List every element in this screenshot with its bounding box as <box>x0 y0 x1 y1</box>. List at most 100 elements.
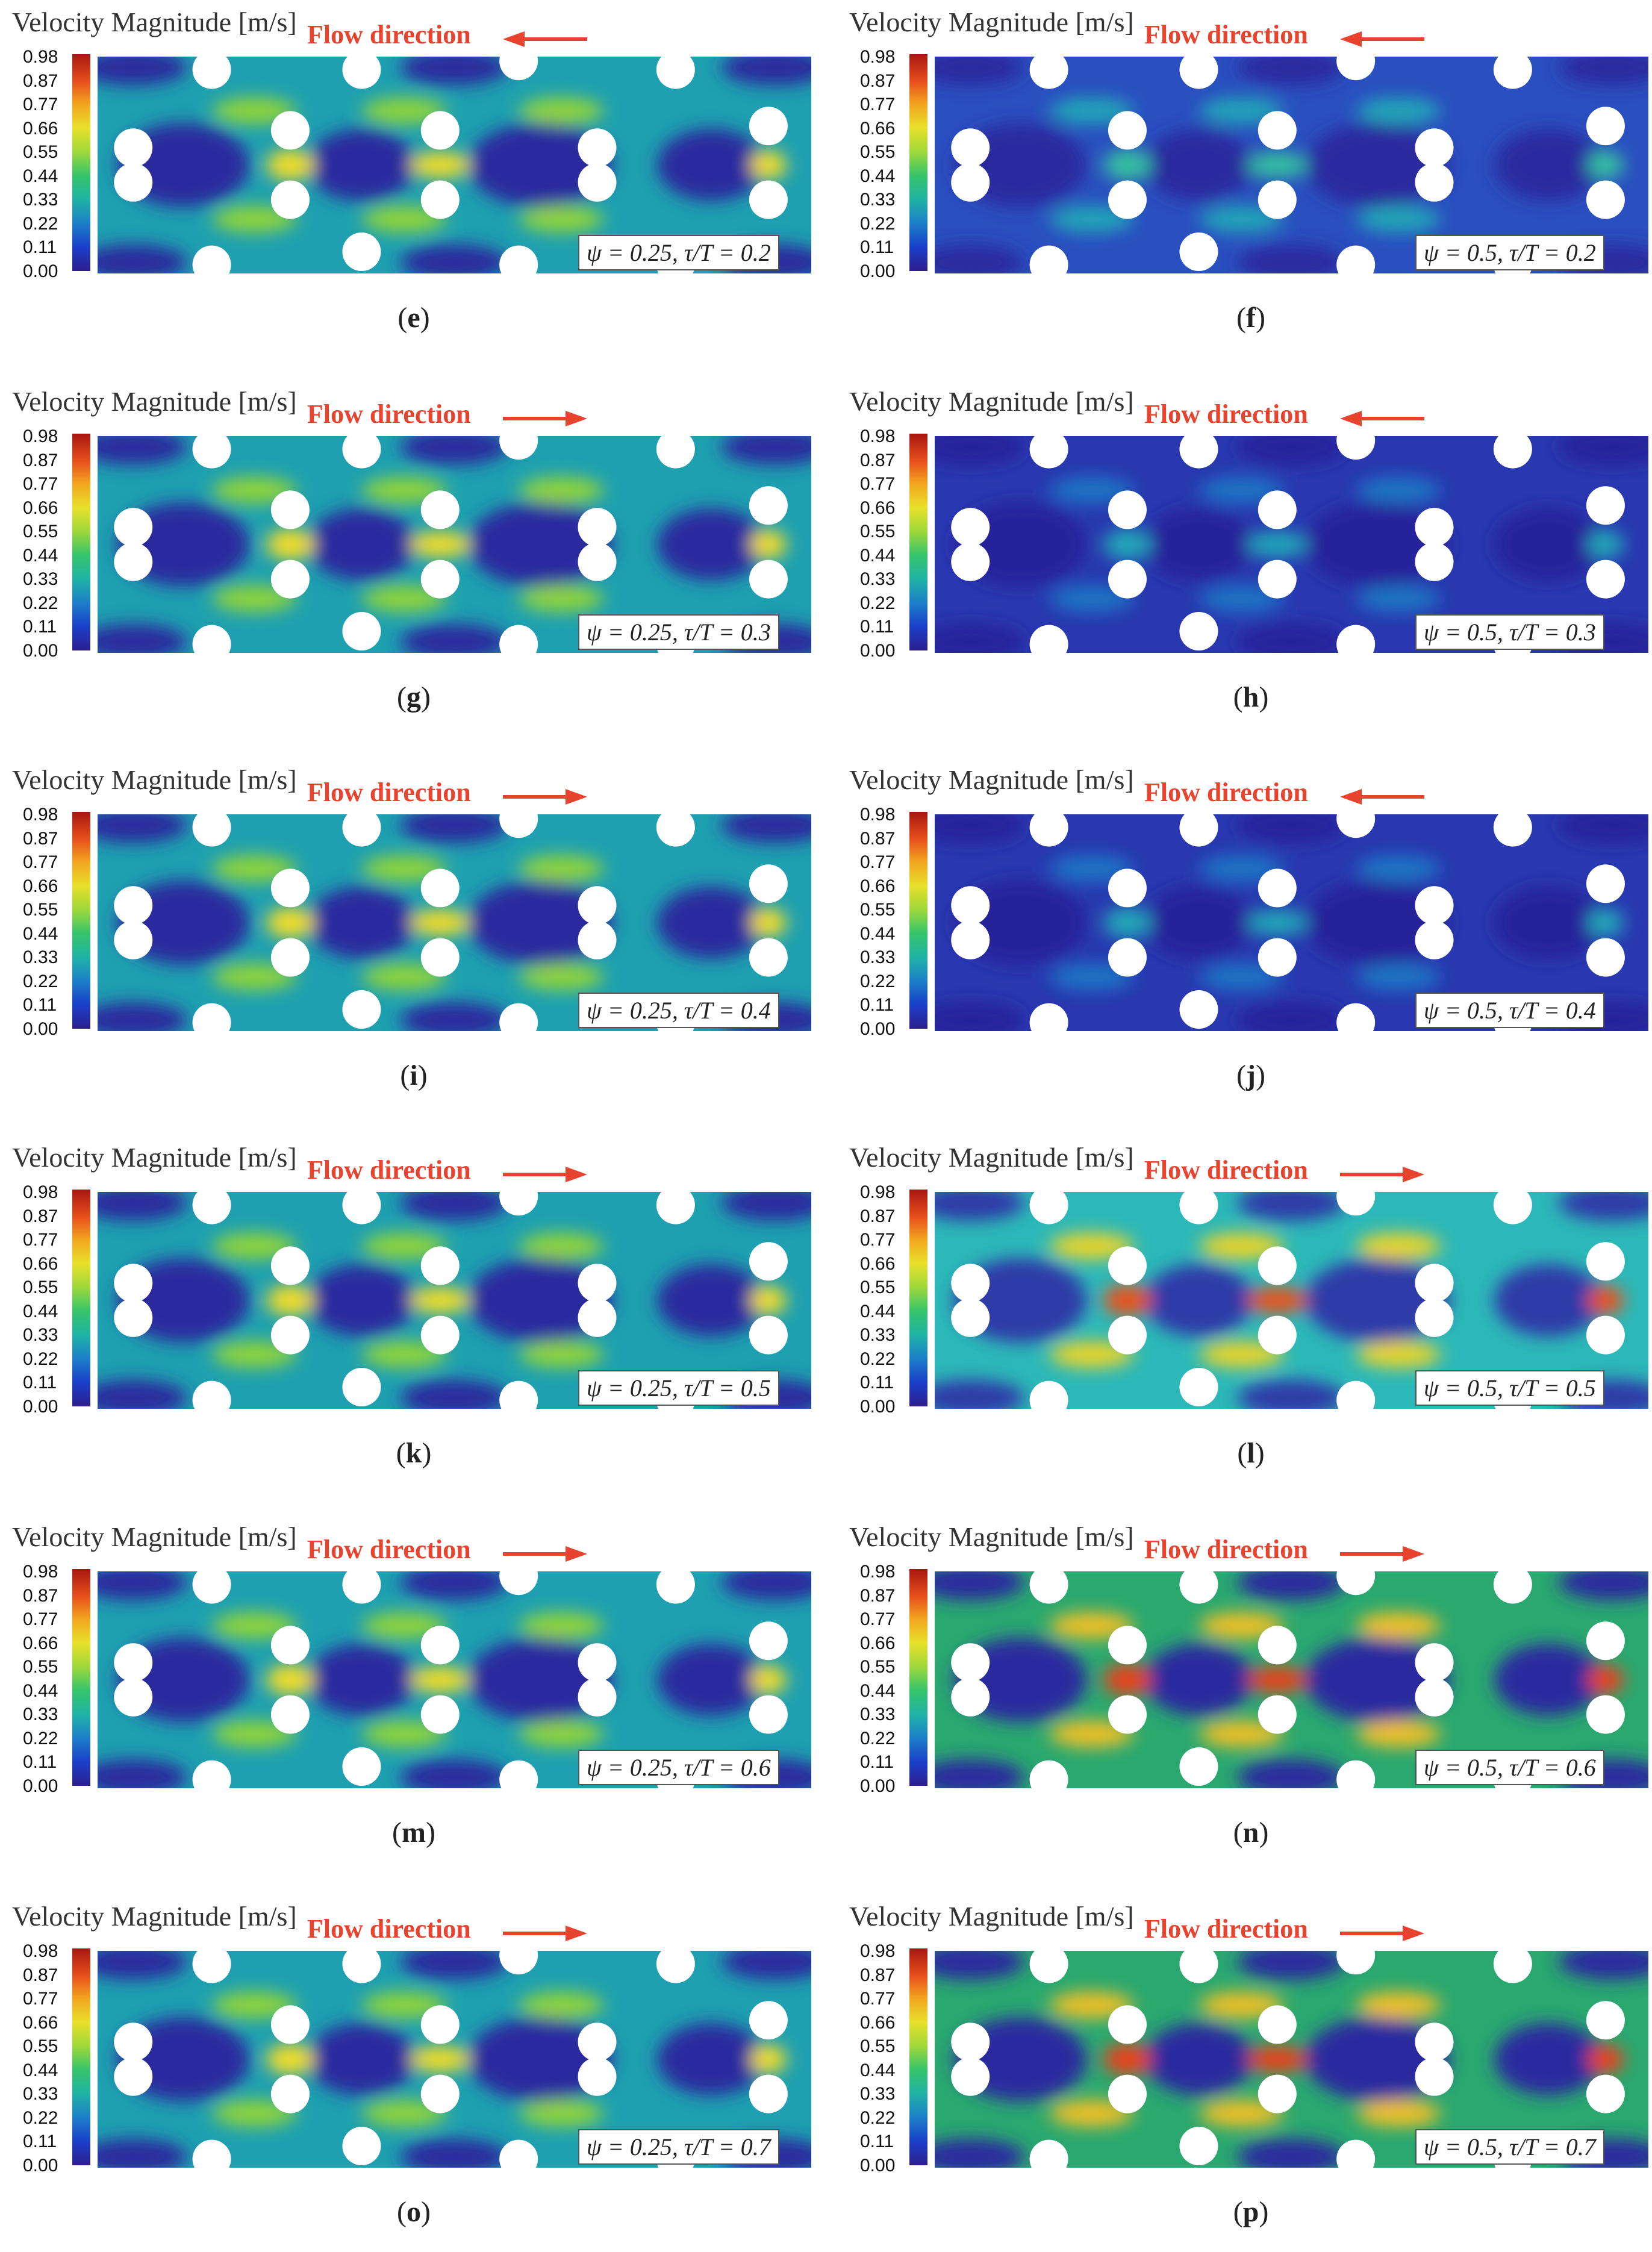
cylinder-obstacle <box>1179 612 1218 650</box>
cylinder-obstacle <box>114 1298 153 1337</box>
cylinder-obstacle <box>499 625 538 653</box>
cylinder-obstacle <box>1586 2001 1625 2040</box>
cylinder-obstacle <box>270 180 310 219</box>
colorbar-tick-label: 0.87 <box>23 1585 58 1606</box>
cylinder-obstacle <box>342 232 381 271</box>
panel-caption: (l) <box>1237 1437 1265 1469</box>
colorbar-tick-label: 0.44 <box>860 166 896 186</box>
colorbar-tick-label: 0.11 <box>23 237 57 257</box>
colorbar-tick-label: 0.87 <box>860 450 896 470</box>
flow-direction-label: Flow direction <box>1144 778 1308 807</box>
panel-caption: (n) <box>1233 1817 1269 1848</box>
cylinder-obstacle <box>1336 1951 1376 1975</box>
cylinder-obstacle <box>1258 1246 1297 1285</box>
colorbar-tick-label: 0.22 <box>23 213 58 234</box>
colorbar-tick-label: 0.55 <box>860 1277 896 1297</box>
colorbar-tick-label: 0.55 <box>23 142 58 162</box>
parameter-label: ψ = 0.25, τ/T = 0.3 <box>578 614 779 650</box>
parameter-label: ψ = 0.5, τ/T = 0.7 <box>1415 2129 1604 2165</box>
cylinder-obstacle <box>749 1695 788 1734</box>
cylinder-obstacle <box>951 508 990 547</box>
colorbar-tick-label: 0.33 <box>23 1325 58 1345</box>
cylinder-obstacle <box>1179 1747 1218 1786</box>
colorbar <box>909 434 927 650</box>
cylinder-obstacle <box>1258 111 1297 150</box>
parameter-label: ψ = 0.5, τ/T = 0.2 <box>1415 235 1604 270</box>
cylinder-obstacle <box>1493 436 1532 469</box>
cylinder-obstacle <box>1179 1571 1218 1604</box>
colorbar-tick-label: 0.55 <box>23 522 58 541</box>
cylinder-obstacle <box>420 180 460 219</box>
cylinder-obstacle <box>1336 1192 1376 1216</box>
arrow-right-icon <box>1340 1167 1424 1182</box>
cylinder-obstacle <box>656 1571 695 1604</box>
cylinder-obstacle <box>749 1621 788 1661</box>
cylinder-obstacle <box>420 1246 460 1285</box>
colorbar-tick-label: 0.87 <box>860 1965 896 1985</box>
cylinder-obstacle <box>1179 1192 1218 1224</box>
flow-direction-label: Flow direction <box>1144 1535 1308 1564</box>
colorbar-tick-label: 0.11 <box>860 1752 894 1772</box>
cylinder-obstacle <box>1336 625 1376 653</box>
cylinder-obstacle <box>749 180 788 219</box>
cylinder-obstacle <box>1336 1380 1376 1409</box>
colorbar-ticks: 0.98 0.87 0.77 0.66 0.55 0.44 0.33 0.22 0.11 0.00 <box>23 1941 71 2176</box>
cylinder-obstacle <box>192 1192 231 1224</box>
colorbar-tick-label: 0.44 <box>860 1301 896 1321</box>
cylinder-obstacle <box>270 1626 310 1665</box>
colorbar-tick-label: 0.55 <box>860 1657 896 1677</box>
panel-n: Velocity Magnitude [m/s] Flow direction 0.… <box>849 1521 1652 1870</box>
cylinder-obstacle <box>1586 180 1625 219</box>
panel-g: Velocity Magnitude [m/s] Flow direction 0.… <box>12 385 816 735</box>
cylinder-obstacle <box>114 1643 153 1682</box>
colorbar-tick-label: 0.55 <box>860 142 896 162</box>
cylinder-obstacle <box>342 2127 381 2165</box>
parameter-label: ψ = 0.25, τ/T = 0.4 <box>578 993 779 1028</box>
cylinder-obstacle <box>114 542 153 581</box>
colorbar-tick-label: 0.22 <box>860 2107 896 2128</box>
colorbar-tick-label: 0.77 <box>23 474 58 494</box>
colorbar-ticks: 0.98 0.87 0.77 0.66 0.55 0.44 0.33 0.22 0.11 0.00 <box>860 1941 908 2176</box>
colorbar-tick-label: 0.22 <box>860 1349 896 1369</box>
cylinder-obstacle <box>1586 2074 1625 2113</box>
cylinder-obstacle <box>1179 436 1218 469</box>
cylinder-obstacle <box>1179 990 1218 1029</box>
cylinder-obstacle <box>1258 1626 1297 1665</box>
colorbar-tick-label: 0.44 <box>860 1680 896 1701</box>
panel-e: Velocity Magnitude [m/s] Flow direction 0.… <box>12 6 816 355</box>
colorbar-tick-label: 0.66 <box>860 1253 896 1274</box>
cylinder-obstacle <box>951 542 990 581</box>
colorbar-title: Velocity Magnitude [m/s] <box>849 1521 1134 1552</box>
cylinder-obstacle <box>749 2074 788 2113</box>
colorbar-tick-label: 0.00 <box>23 640 58 661</box>
panel-o: Velocity Magnitude [m/s] Flow direction 0.… <box>12 1900 816 2250</box>
colorbar-tick-label: 0.22 <box>23 1349 58 1369</box>
cylinder-obstacle <box>499 1380 538 1409</box>
cylinder-obstacle <box>656 1951 695 1983</box>
cylinder-obstacle <box>749 1242 788 1281</box>
colorbar-tick-label: 0.00 <box>23 1018 58 1039</box>
colorbar-tick-label: 0.55 <box>23 1277 58 1297</box>
colorbar-title: Velocity Magnitude [m/s] <box>12 1901 297 1932</box>
flow-direction-label: Flow direction <box>307 1535 471 1564</box>
cylinder-obstacle <box>749 486 788 525</box>
cylinder-obstacle <box>1336 1760 1376 1788</box>
cylinder-obstacle <box>114 2057 153 2096</box>
panel-caption: (h) <box>1233 681 1269 713</box>
cylinder-obstacle <box>420 490 460 529</box>
cylinder-obstacle <box>1029 1192 1068 1224</box>
cylinder-obstacle <box>1258 1695 1297 1734</box>
cylinder-obstacle <box>1108 180 1147 219</box>
cylinder-obstacle <box>499 1003 538 1031</box>
panel-h: Velocity Magnitude [m/s] Flow direction 0.… <box>849 385 1652 735</box>
colorbar-tick-label: 0.11 <box>23 1752 57 1772</box>
cylinder-obstacle <box>1493 1951 1532 1983</box>
cylinder-obstacle <box>1029 1571 1068 1604</box>
colorbar-tick-label: 0.87 <box>860 828 896 849</box>
cylinder-obstacle <box>1336 436 1376 460</box>
cylinder-obstacle <box>951 1677 990 1717</box>
cylinder-obstacle <box>420 111 460 150</box>
cylinder-obstacle <box>1029 57 1068 89</box>
velocity-field <box>935 1571 1648 1788</box>
colorbar-tick-label: 0.87 <box>23 70 58 91</box>
